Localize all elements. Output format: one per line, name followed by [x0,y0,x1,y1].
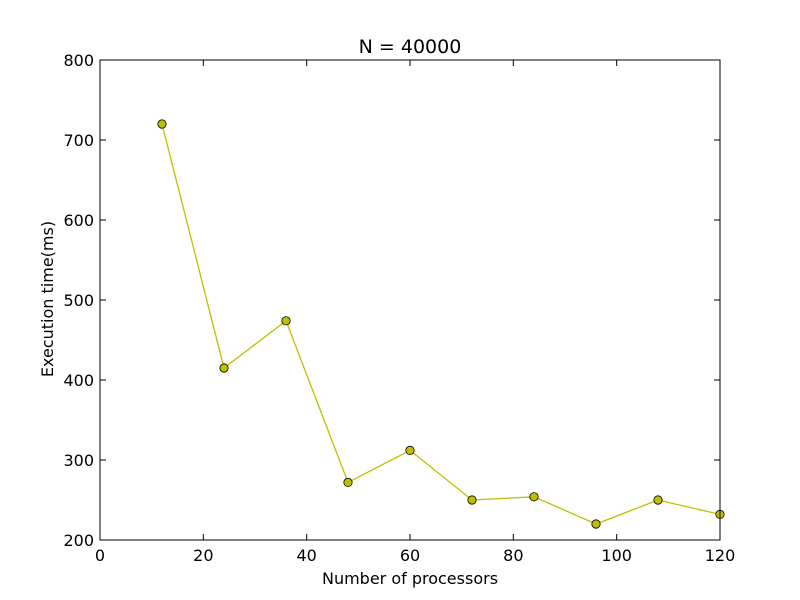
y-tick-label: 400 [63,371,94,390]
x-tick-label: 120 [705,546,736,565]
x-axis-label: Number of processors [322,569,498,588]
y-axis-label: Execution time(ms) [38,221,57,377]
series-group [157,119,725,529]
data-point [219,363,229,373]
data-point [653,495,663,505]
x-tick-label: 100 [601,546,632,565]
x-tick-label: 0 [95,546,105,565]
series-line [161,123,721,525]
data-point [343,477,353,487]
data-point [157,119,167,129]
x-tick-label: 60 [400,546,420,565]
chart-title: N = 40000 [359,36,462,58]
ticks-group: 0 20 40 60 80 100 120 200 300 400 500 600 700 800 [63,51,735,565]
x-tick-label: 40 [296,546,316,565]
y-tick-label: 800 [63,51,94,70]
data-point [467,495,477,505]
y-tick-label: 700 [63,131,94,150]
data-point [281,316,291,326]
plot-frame [99,59,721,541]
x-tick-label: 80 [503,546,523,565]
y-tick-label: 300 [63,451,94,470]
data-point [405,445,415,455]
y-tick-label: 200 [63,531,94,550]
data-point [529,492,539,502]
data-point [591,519,601,529]
y-tick-label: 500 [63,291,94,310]
x-tick-label: 20 [193,546,213,565]
y-tick-label: 600 [63,211,94,230]
